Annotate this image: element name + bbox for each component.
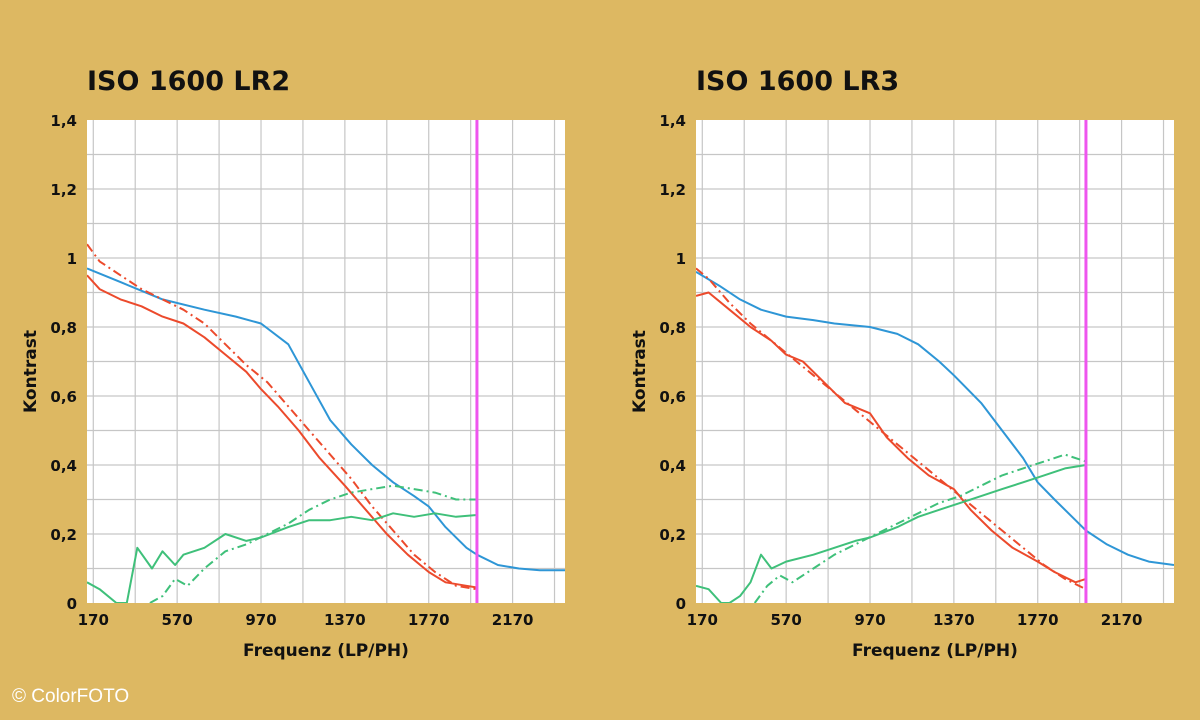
x-tick-label: 1370 [933,611,975,629]
chart-title: ISO 1600 LR3 [696,66,899,97]
series-line-green-dashdot [149,484,477,603]
chart-panel-2: ISO 1600 LR3 0 0,2 0,4 0,6 0,8 1 1,2 1,4 170 570 97… [630,66,1174,661]
x-tick-label: 170 [687,611,718,629]
y-axis-label: Kontrast [630,330,650,413]
series-line-red-solid [696,291,1087,584]
y-tick-label: 0 [67,595,77,613]
y-tick-label: 0 [676,595,686,613]
y-tick-label: 0,8 [50,319,77,337]
y-tick-label: 0,2 [659,526,686,544]
y-tick-label: 0,6 [50,388,77,406]
chart-title: ISO 1600 LR2 [87,66,290,97]
x-tick-label: 970 [245,611,276,629]
x-tick-label: 1770 [408,611,450,629]
y-tick-label: 0,8 [659,319,686,337]
y-tick-label: 0,4 [659,457,686,475]
chart-panel-1: ISO 1600 LR2 0 0,2 0,4 0,6 0,8 1 1,2 1,4 170 570 97… [21,66,565,661]
x-tick-label: 970 [854,611,885,629]
series-line-red-solid [87,274,478,589]
x-tick-label: 170 [78,611,109,629]
y-tick-label: 1,2 [50,181,77,199]
y-tick-label: 0,2 [50,526,77,544]
x-tick-label: 1370 [324,611,366,629]
y-axis-label: Kontrast [21,330,41,413]
series-line-green-solid [87,512,477,603]
y-tick-label: 1 [676,250,686,268]
copyright-credit: © ColorFOTO [12,686,130,707]
x-tick-label: 2170 [1101,611,1143,629]
series-line-blue-solid [696,270,1174,566]
y-tick-label: 0,6 [659,388,686,406]
series-line-green-dashdot [753,453,1087,603]
series-line-red-dashdot [696,267,1087,591]
x-axis-label: Frequenz (LP/PH) [243,641,409,661]
y-tick-label: 0,4 [50,457,77,475]
y-tick-label: 1,2 [659,181,686,199]
y-tick-label: 1,4 [50,112,77,130]
series-line-blue-solid [87,267,565,572]
x-tick-label: 570 [770,611,801,629]
series-line-green-solid [696,464,1087,603]
y-tick-label: 1,4 [659,112,686,130]
y-tick-label: 1 [67,250,77,268]
x-tick-label: 1770 [1017,611,1059,629]
x-tick-label: 570 [161,611,192,629]
series-line-red-dashdot [87,243,478,591]
x-tick-label: 2170 [492,611,534,629]
x-axis-label: Frequenz (LP/PH) [852,641,1018,661]
